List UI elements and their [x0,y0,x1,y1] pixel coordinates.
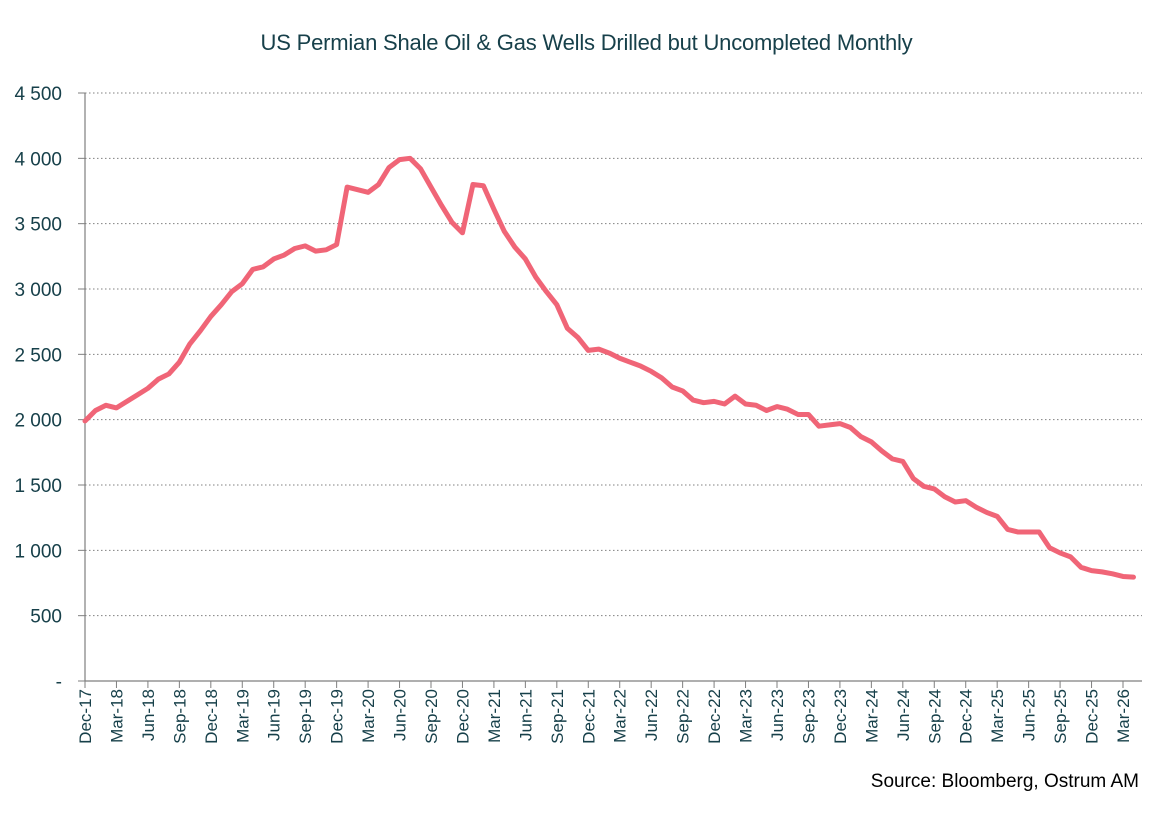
x-tick-label: Dec-25 [1083,689,1102,744]
x-tick-label: Jun-20 [391,689,410,741]
x-tick-label: Mar-19 [233,689,252,743]
y-tick-label: 4 500 [14,84,62,105]
x-tick-label: Sep-23 [799,689,818,744]
x-tick-label: Jun-18 [139,689,158,741]
x-tick-label: Jun-23 [768,689,787,741]
y-tick-label: 1 000 [14,541,62,562]
x-tick-label: Mar-22 [611,689,630,743]
x-tick-label: Mar-24 [862,689,881,743]
x-tick-label: Mar-20 [359,689,378,743]
y-tick-label: 1 500 [14,476,62,497]
x-tick-label: Dec-22 [705,689,724,744]
x-tick-label: Jun-24 [894,689,913,741]
x-tick-label: Jun-19 [265,689,284,741]
x-tick-label: Dec-19 [328,689,347,744]
x-tick-label: Dec-20 [453,689,472,744]
x-tick-label: Sep-24 [925,689,944,744]
x-tick-label: Mar-23 [737,689,756,743]
y-tick-label: - [56,672,62,693]
x-tick-label: Dec-17 [76,689,95,744]
y-tick-label: 3 000 [14,280,62,301]
x-tick-label: Sep-19 [296,689,315,744]
x-tick-label: Dec-24 [957,689,976,744]
gridlines [85,92,1142,617]
x-tick-label: Dec-21 [579,689,598,744]
series-layer [82,155,1136,580]
x-tick-label: Sep-22 [674,689,693,744]
x-tick-label: Dec-18 [202,689,221,744]
y-axis-tick-labels: - 500 1 000 1 500 2 000 2 500 3 000 3 500 4 000 4… [14,84,62,693]
x-tick-label: Dec-23 [831,689,850,744]
x-tick-label: Jun-22 [642,689,661,741]
axes [78,92,1142,688]
x-tick-label: Sep-20 [422,689,441,744]
y-tick-label: 4 000 [14,149,62,170]
x-tick-label: Sep-25 [1051,689,1070,744]
x-tick-label: Jun-25 [1020,689,1039,741]
x-tick-label: Sep-21 [548,689,567,744]
x-tick-label: Jun-21 [516,689,535,741]
chart-title: US Permian Shale Oil & Gas Wells Drilled… [260,30,913,55]
x-tick-label: Mar-21 [485,689,504,743]
series-line [82,155,1136,580]
y-tick-label: 3 500 [14,215,62,236]
x-tick-label: Mar-18 [107,689,126,743]
x-axis-tick-labels: Dec-17 Mar-18 Jun-18 Sep-18 Dec-18 Mar-19 Jun-… [76,689,1133,744]
y-tick-label: 2 500 [14,345,62,366]
y-tick-label: 2 000 [14,411,62,432]
source-note: Source: Bloomberg, Ostrum AM [870,771,1139,792]
x-tick-label: Sep-18 [170,689,189,744]
y-tick-label: 500 [30,607,62,628]
x-tick-label: Mar-25 [988,689,1007,743]
x-tick-label: Mar-26 [1114,689,1133,743]
